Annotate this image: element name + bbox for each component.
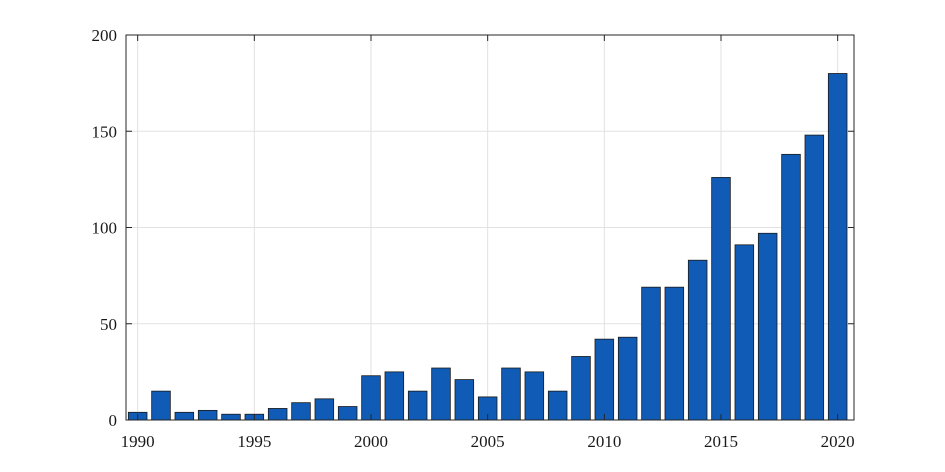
x-tick-label: 2015 <box>704 432 738 451</box>
bar-2006 <box>501 367 521 421</box>
bar-2009 <box>571 356 591 421</box>
bar-2019 <box>804 134 825 421</box>
bar-2018 <box>781 153 801 421</box>
x-tick-label: 2000 <box>354 432 388 451</box>
tick-marks <box>126 34 854 421</box>
bar-2011 <box>617 336 638 421</box>
bar-1993 <box>197 409 218 421</box>
bar-2010 <box>594 338 615 421</box>
bar-1992 <box>174 411 195 421</box>
bar-1994 <box>221 413 241 421</box>
x-tick-label: 2005 <box>471 432 505 451</box>
x-tick-label: 1995 <box>237 432 271 451</box>
bar-2000 <box>361 375 381 421</box>
y-tick-label: 200 <box>92 26 118 45</box>
bar-1998 <box>314 398 335 421</box>
bar-2007 <box>524 371 545 421</box>
bar-2016 <box>734 244 755 421</box>
bar-2003 <box>431 367 451 421</box>
x-tick-label: 2010 <box>587 432 621 451</box>
bar-1999 <box>337 406 358 421</box>
bars <box>127 73 848 421</box>
y-tick-label: 50 <box>100 315 117 334</box>
bar-2014 <box>687 259 708 421</box>
bar-2012 <box>641 286 661 421</box>
bar-1991 <box>151 390 171 421</box>
bar-2001 <box>384 371 405 421</box>
x-axis-tick-labels: 1990 1995 2000 2005 2010 2015 2020 <box>121 432 855 451</box>
x-tick-label: 2020 <box>821 432 855 451</box>
y-tick-label: 0 <box>109 411 118 430</box>
bar-2004 <box>454 379 475 421</box>
bar-2008 <box>547 390 568 421</box>
bar-2002 <box>407 390 428 421</box>
y-tick-label: 150 <box>92 122 118 141</box>
y-axis-tick-labels: 0 50 100 150 200 <box>92 26 118 430</box>
y-tick-label: 100 <box>92 219 118 238</box>
bar-2020 <box>827 73 848 421</box>
bar-2015 <box>711 177 731 421</box>
bar-1996 <box>267 408 288 421</box>
x-tick-label: 1990 <box>121 432 155 451</box>
bar-2013 <box>664 286 685 421</box>
bar-2017 <box>757 232 778 421</box>
bar-1997 <box>291 402 311 421</box>
